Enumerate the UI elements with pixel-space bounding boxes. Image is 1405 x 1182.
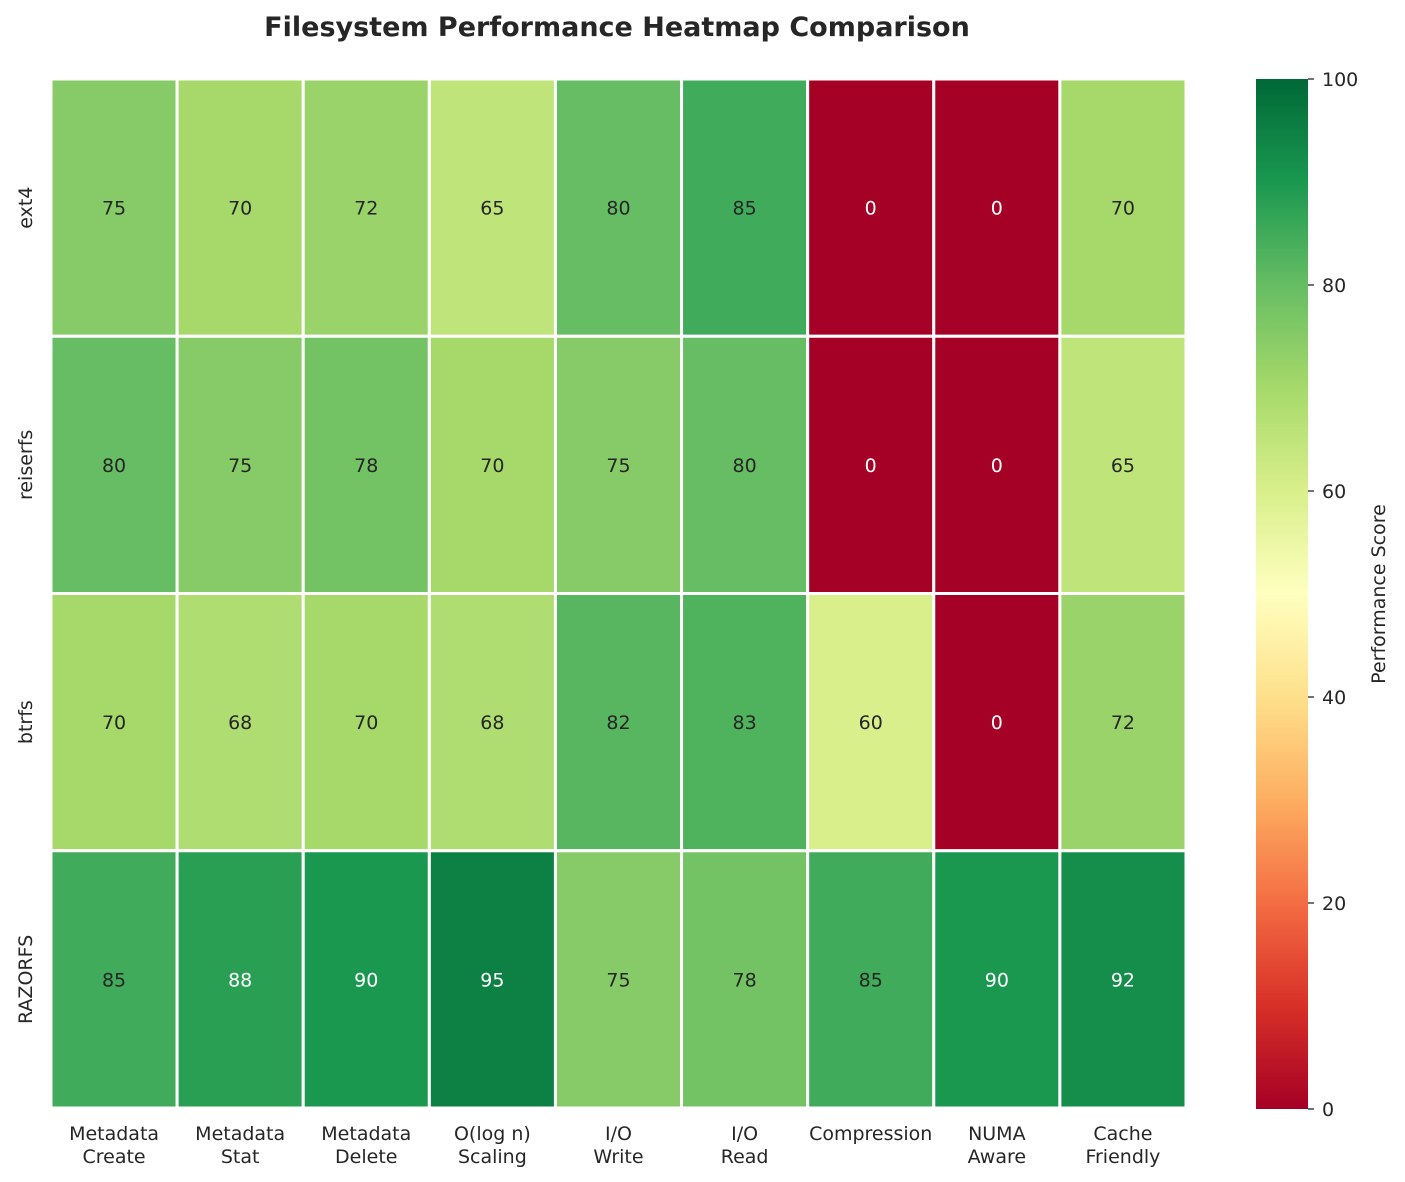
cell-value-label: 0 — [991, 198, 1003, 220]
cell-value-label: 0 — [865, 198, 877, 220]
cell-value-label: 78 — [733, 969, 757, 991]
heatmap-cell — [806, 592, 936, 853]
column-tick-label: Read — [721, 1146, 769, 1168]
colorbar-label: Performance Score — [1368, 504, 1390, 684]
colorbar-tick-label: 80 — [1322, 275, 1346, 297]
cell-value-label: 68 — [228, 712, 252, 734]
heatmap-cell — [175, 77, 305, 338]
cell-value-label: 70 — [228, 198, 252, 220]
column-tick-label: I/O — [605, 1123, 632, 1145]
cell-value-label: 75 — [228, 455, 252, 477]
heatmap-cell — [553, 334, 684, 595]
column-labels: MetadataCreateMetadataStatMetadataDelete… — [69, 1123, 1160, 1168]
heatmap-cell — [932, 77, 1062, 338]
colorbar-tick-label: 0 — [1322, 1099, 1334, 1121]
heatmap-cell — [1058, 592, 1188, 853]
cell-value-label: 72 — [354, 198, 378, 220]
heatmap-cell — [932, 849, 1062, 1110]
cell-value-label: 95 — [480, 969, 504, 991]
row-tick-label: btrfs — [15, 700, 37, 744]
column-tick-label: O(log n) — [454, 1123, 531, 1145]
column-tick-label: Metadata — [69, 1123, 159, 1145]
colorbar-tick-label: 100 — [1322, 69, 1358, 91]
cell-value-label: 75 — [606, 455, 630, 477]
heatmap-cell — [806, 334, 936, 595]
column-tick-label: Create — [82, 1146, 145, 1168]
heatmap-cell — [553, 592, 684, 853]
heatmap-cell — [301, 592, 431, 853]
cell-value-label: 80 — [606, 198, 630, 220]
column-tick-label: Metadata — [195, 1123, 285, 1145]
colorbar-tick-label: 60 — [1322, 481, 1346, 503]
heatmap-cell — [806, 849, 936, 1110]
column-tick-label: NUMA — [968, 1123, 1026, 1145]
cell-value-label: 0 — [865, 455, 877, 477]
cell-value-label: 88 — [228, 969, 252, 991]
cell-value-label: 68 — [480, 712, 504, 734]
cell-value-label: 0 — [991, 455, 1003, 477]
heatmap-cell — [427, 592, 557, 853]
column-tick-label: Metadata — [321, 1123, 411, 1145]
column-tick-label: Friendly — [1085, 1146, 1160, 1168]
cell-value-label: 60 — [859, 712, 883, 734]
heatmap-cell — [1058, 849, 1188, 1110]
cell-value-label: 70 — [1111, 198, 1135, 220]
cell-value-label: 83 — [733, 712, 757, 734]
column-tick-label: Stat — [221, 1146, 260, 1168]
heatmap-cell — [301, 334, 431, 595]
colorbar-tick-label: 20 — [1322, 893, 1346, 915]
cell-value-label: 65 — [480, 198, 504, 220]
cell-value-label: 90 — [354, 969, 378, 991]
row-tick-label: RAZORFS — [15, 935, 37, 1024]
cell-value-label: 0 — [991, 712, 1003, 734]
cell-value-label: 80 — [733, 455, 757, 477]
cell-value-label: 70 — [102, 712, 126, 734]
colorbar: 0 20 40 60 80 100 Performance Score — [1256, 69, 1390, 1121]
cell-value-label: 80 — [102, 455, 126, 477]
chart-title: Filesystem Performance Heatmap Compariso… — [264, 12, 970, 43]
column-tick-label: Compression — [809, 1123, 932, 1145]
colorbar-gradient — [1256, 79, 1308, 1109]
cell-value-label: 92 — [1111, 969, 1135, 991]
heatmap-cells: 75 70 72 65 80 85 0 0 70 80 75 78 70 75 80 0 0 65 70 68 70 68… — [49, 77, 1188, 1110]
column-tick-label: Delete — [335, 1146, 397, 1168]
heatmap-cell — [175, 849, 305, 1110]
column-tick-label: Write — [593, 1146, 643, 1168]
heatmap-cell — [680, 77, 810, 338]
heatmap-cell — [427, 849, 557, 1110]
cell-value-label: 75 — [606, 969, 630, 991]
heatmap-cell — [49, 77, 179, 338]
cell-value-label: 85 — [102, 969, 126, 991]
cell-value-label: 85 — [859, 969, 883, 991]
cell-value-label: 78 — [354, 455, 378, 477]
heatmap-cell — [301, 77, 431, 338]
cell-value-label: 82 — [606, 712, 630, 734]
colorbar-tick-label: 40 — [1322, 687, 1346, 709]
row-tick-label: ext4 — [15, 187, 37, 229]
row-tick-label: reiserfs — [15, 430, 37, 500]
cell-value-label: 85 — [733, 198, 757, 220]
cell-value-label: 65 — [1111, 455, 1135, 477]
column-tick-label: I/O — [731, 1123, 758, 1145]
cell-value-label: 90 — [985, 969, 1009, 991]
heatmap-cell — [932, 334, 1062, 595]
row-labels: ext4 reiserfs btrfs RAZORFS — [15, 187, 37, 1024]
heatmap-cell — [49, 592, 179, 853]
cell-value-label: 70 — [480, 455, 504, 477]
heatmap-cell — [49, 849, 179, 1110]
cell-value-label: 75 — [102, 198, 126, 220]
column-tick-label: Scaling — [458, 1146, 527, 1168]
cell-value-label: 70 — [354, 712, 378, 734]
cell-value-label: 72 — [1111, 712, 1135, 734]
heatmap-cell — [175, 592, 305, 853]
column-tick-label: Aware — [968, 1146, 1027, 1168]
column-tick-label: Cache — [1093, 1123, 1152, 1145]
heatmap-cell — [1058, 334, 1188, 595]
heatmap-cell — [49, 334, 179, 595]
